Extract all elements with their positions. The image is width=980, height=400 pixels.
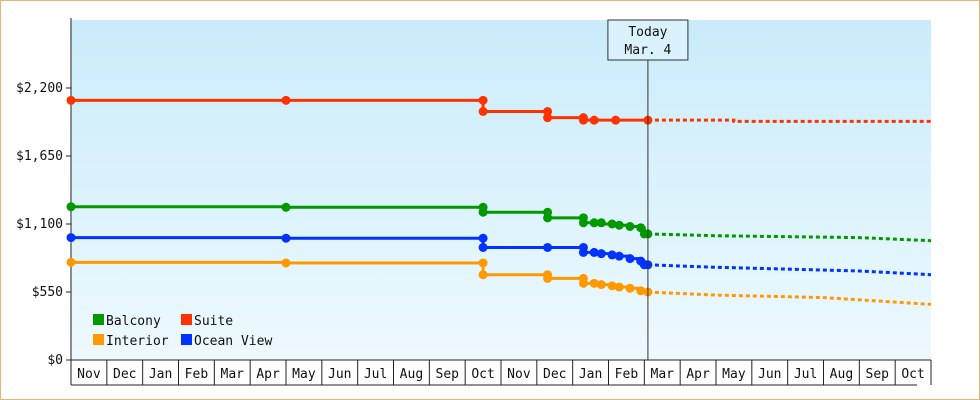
legend-label: Balcony <box>106 314 161 329</box>
series-layer <box>66 95 932 306</box>
data-point <box>614 251 624 261</box>
data-point <box>614 220 624 230</box>
today-callout-box <box>607 19 689 61</box>
y-tick-label: $1,100 <box>16 217 63 232</box>
data-point <box>636 286 646 296</box>
data-point <box>611 115 621 125</box>
today-date: Mar. 4 <box>624 43 671 58</box>
x-tick-label: Oct <box>471 367 494 382</box>
data-point <box>281 233 291 243</box>
today-marker: Today Mar. 4 <box>607 19 689 360</box>
legend-item-balcony: Balcony <box>93 314 161 329</box>
x-tick-label: Jan <box>149 367 172 382</box>
x-tick-label: Dec <box>543 367 566 382</box>
x-tick-label: Feb <box>185 367 209 382</box>
legend-swatch <box>181 334 192 345</box>
x-tick-label: Apr <box>256 367 280 382</box>
data-point <box>589 218 599 228</box>
x-tick-label: Nov <box>77 367 101 382</box>
data-point <box>596 249 606 259</box>
x-tick-label: May <box>292 367 316 382</box>
data-point <box>543 242 553 252</box>
x-tick-label: Jul <box>794 367 817 382</box>
series-forecast-line <box>647 232 932 243</box>
data-point <box>596 218 606 228</box>
data-point <box>478 233 488 243</box>
series-forecast-line <box>647 118 931 123</box>
data-point <box>625 254 635 264</box>
data-point <box>66 233 76 243</box>
series-ocean-view <box>66 233 932 277</box>
x-tick-label: Aug <box>400 367 423 382</box>
x-tick-label: Oct <box>901 367 924 382</box>
series-suite <box>66 95 931 125</box>
y-tick-label: $1,650 <box>16 149 63 164</box>
data-point <box>625 221 635 231</box>
data-point <box>478 95 488 105</box>
data-point <box>625 283 635 293</box>
series-forecast-line <box>647 290 932 306</box>
data-point <box>607 250 617 260</box>
data-point <box>281 258 291 268</box>
plot-area <box>71 20 931 360</box>
data-point <box>66 257 76 267</box>
x-tick-label: Mar <box>221 367 245 382</box>
data-point <box>281 95 291 105</box>
x-tick-label: Jun <box>758 367 781 382</box>
x-tick-label: Apr <box>686 367 710 382</box>
data-point <box>578 218 588 228</box>
legend-label: Interior <box>106 334 169 349</box>
x-tick-label: Feb <box>615 367 639 382</box>
x-tick-label: Mar <box>651 367 675 382</box>
data-point <box>66 95 76 105</box>
x-tick-label: Sep <box>866 367 890 382</box>
data-point <box>543 273 553 283</box>
data-point <box>281 202 291 212</box>
x-tick-label: Jul <box>364 367 387 382</box>
data-point <box>589 115 599 125</box>
legend-item-ocean-view: Ocean View <box>181 334 272 349</box>
data-point <box>607 281 617 291</box>
data-point <box>589 278 599 288</box>
data-point <box>66 202 76 212</box>
legend-swatch <box>181 314 192 325</box>
x-tick-label: Jan <box>579 367 602 382</box>
x-tick-label: Aug <box>830 367 853 382</box>
data-point <box>607 219 617 229</box>
x-tick-label: Sep <box>436 367 460 382</box>
legend: Balcony Suite Interior Ocean View <box>93 314 272 349</box>
data-point <box>478 270 488 280</box>
x-tick-label: Jun <box>328 367 351 382</box>
x-tick-label: Nov <box>507 367 531 382</box>
data-point <box>578 278 588 288</box>
data-point <box>543 106 553 116</box>
data-point <box>478 258 488 268</box>
axes: $0 $550 $1,100 $1,650 $2,200 Nov Dec Jan Feb Mar A… <box>16 18 932 386</box>
legend-item-suite: Suite <box>181 314 233 329</box>
data-point <box>614 282 624 292</box>
y-tick-label: $2,200 <box>16 81 63 96</box>
data-point <box>478 106 488 116</box>
data-point <box>478 207 488 217</box>
data-point <box>478 242 488 252</box>
today-label: Today <box>628 25 667 40</box>
series-interior <box>66 257 932 306</box>
data-point <box>578 115 588 125</box>
y-tick-label: $550 <box>32 285 63 300</box>
legend-swatch <box>93 334 104 345</box>
data-point <box>578 247 588 257</box>
series-forecast-line <box>647 263 932 277</box>
x-tick-label: Dec <box>113 367 136 382</box>
legend-label: Ocean View <box>194 334 272 349</box>
y-tick-label: $0 <box>47 353 63 368</box>
data-point <box>596 280 606 290</box>
data-point <box>589 247 599 257</box>
legend-swatch <box>93 314 104 325</box>
legend-item-interior: Interior <box>93 334 169 349</box>
data-point <box>543 113 553 123</box>
x-tick-label: May <box>722 367 746 382</box>
data-point <box>543 213 553 223</box>
legend-label: Suite <box>194 314 233 329</box>
